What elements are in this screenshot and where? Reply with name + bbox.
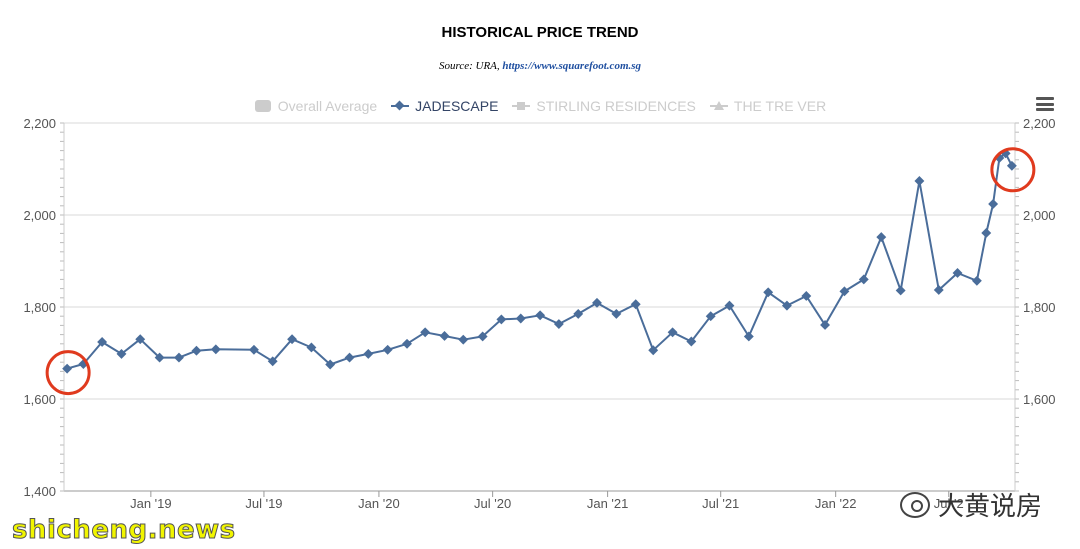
- data-point: [763, 287, 774, 298]
- y-tick-label: 1,400: [23, 484, 56, 499]
- data-point: [839, 286, 850, 297]
- data-point: [439, 331, 450, 341]
- data-point: [325, 359, 336, 370]
- diamond-icon: [391, 100, 410, 112]
- source-line: Source: URA, https://www.squarefoot.com.…: [0, 60, 1080, 72]
- legend-item-overall-average[interactable]: Overall Average: [254, 98, 377, 114]
- data-point: [667, 327, 678, 338]
- data-point: [981, 227, 992, 238]
- data-point: [287, 334, 298, 345]
- data-point: [876, 232, 887, 243]
- legend-item-the-tre-ver[interactable]: THE TRE VER: [709, 98, 827, 114]
- data-point: [573, 308, 584, 319]
- data-point: [801, 291, 812, 301]
- data-point: [705, 311, 716, 322]
- data-point: [420, 327, 431, 338]
- x-tick-label: Jan '20: [358, 496, 400, 511]
- data-point: [174, 352, 184, 363]
- box-icon: [254, 100, 272, 112]
- square-icon: [512, 100, 531, 112]
- data-point: [154, 352, 165, 363]
- y-right-tick-label: 1,800: [1023, 300, 1056, 315]
- y-tick-label: 2,200: [23, 116, 56, 131]
- source-link[interactable]: https://www.squarefoot.com.sg: [502, 60, 642, 72]
- data-point: [363, 348, 374, 359]
- x-tick-label: Jan '19: [130, 496, 172, 511]
- legend-label: JADESCAPE: [415, 98, 499, 114]
- data-point: [553, 319, 564, 329]
- highlight-circle: [990, 147, 1036, 193]
- x-tick-label: Jul '20: [474, 496, 511, 511]
- data-point: [914, 176, 925, 186]
- data-point: [135, 334, 146, 345]
- data-point: [477, 331, 488, 342]
- wechat-label: 大黄说房: [938, 492, 1043, 522]
- data-point: [306, 342, 317, 353]
- data-point: [648, 345, 659, 356]
- data-point: [781, 300, 792, 311]
- triangle-icon: [709, 100, 728, 112]
- y-tick-label: 1,800: [23, 300, 56, 315]
- highlight-circle: [45, 350, 91, 396]
- data-point: [971, 275, 982, 286]
- chart-title: HISTORICAL PRICE TREND: [441, 24, 639, 41]
- data-point: [210, 344, 221, 355]
- hamburger-menu-icon[interactable]: [1036, 97, 1054, 111]
- watermark-text: shicheng.news: [12, 515, 236, 546]
- y-tick-label: 2,000: [23, 208, 56, 223]
- y-right-tick-label: 2,000: [1023, 208, 1056, 223]
- data-point: [686, 336, 697, 347]
- legend-item-jadescape[interactable]: JADESCAPE: [391, 98, 498, 114]
- y-right-tick-label: 2,200: [1023, 116, 1056, 131]
- data-point: [496, 314, 507, 325]
- series-line-jadescape: [66, 152, 1013, 370]
- data-point: [630, 299, 641, 310]
- data-point: [515, 313, 526, 324]
- data-point: [592, 297, 602, 308]
- data-point: [458, 334, 469, 345]
- data-point: [249, 344, 259, 355]
- data-point: [611, 308, 622, 319]
- legend-label: STIRLING RESIDENCES: [536, 98, 696, 114]
- data-point: [820, 319, 830, 330]
- x-tick-label: Jan '22: [815, 496, 857, 511]
- data-point: [267, 356, 278, 367]
- data-point: [402, 338, 412, 349]
- data-point: [743, 331, 754, 342]
- wechat-icon: [900, 491, 930, 518]
- data-point: [191, 345, 202, 356]
- data-point: [858, 274, 869, 285]
- data-point: [535, 310, 546, 321]
- legend-item-stirling-residences[interactable]: STIRLING RESIDENCES: [512, 98, 696, 114]
- y-right-tick-label: 1,600: [1023, 392, 1056, 407]
- x-tick-label: Jul '19: [245, 496, 282, 511]
- x-tick-label: Jan '21: [587, 496, 629, 511]
- x-tick-label: Jul '2: [934, 496, 964, 511]
- legend-label: THE TRE VER: [733, 98, 827, 114]
- wechat-badge: 大黄说房: [900, 486, 1042, 523]
- y-tick-label: 1,600: [23, 392, 56, 407]
- data-point: [724, 300, 735, 311]
- data-point: [895, 285, 906, 296]
- legend-label: Overall Average: [277, 98, 378, 114]
- data-point: [933, 285, 944, 295]
- data-point: [952, 268, 963, 278]
- data-point: [1006, 160, 1017, 171]
- chart-legend: Overall Average JADESCAPE STIRLING RESID…: [0, 98, 1080, 114]
- data-point: [988, 199, 999, 209]
- x-tick-label: Jul '21: [702, 496, 739, 511]
- source-prefix: Source: URA,: [438, 60, 500, 72]
- data-point: [344, 352, 355, 363]
- data-point: [382, 344, 393, 355]
